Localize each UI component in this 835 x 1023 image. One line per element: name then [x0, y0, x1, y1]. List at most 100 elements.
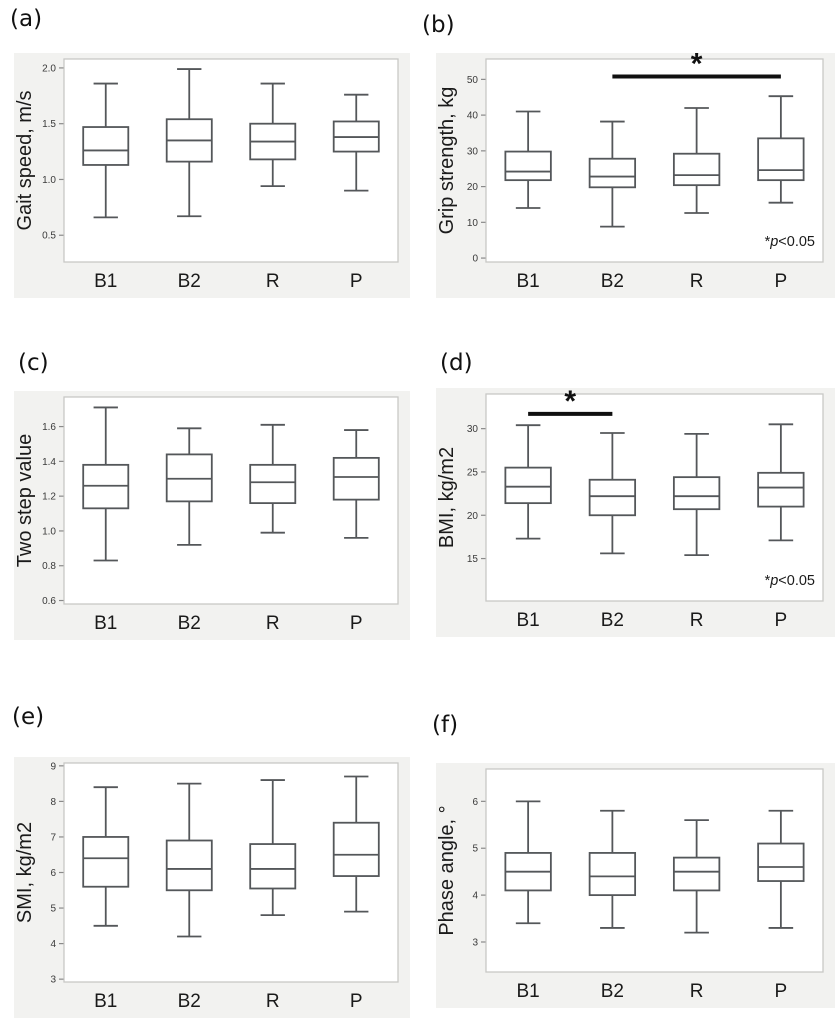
boxplot-chart-grip-strength: Grip strength, kg 0 10 20 30 40 50 B1 B2 R P * *p<0.… [436, 53, 835, 298]
pvalue-annotation: *p<0.05 [765, 234, 815, 250]
category-label: P [775, 271, 788, 292]
panel-letter-f: (f) [432, 712, 459, 738]
y-tick-label: 50 [467, 75, 479, 86]
category-label: P [350, 271, 363, 292]
category-label: R [690, 981, 704, 1002]
y-tick-label: 9 [50, 761, 56, 772]
iqr-box [672, 856, 721, 892]
iqr-box [249, 843, 297, 890]
category-label: B2 [178, 271, 201, 292]
y-axis-title: SMI, kg/m2 [14, 822, 36, 923]
iqr-box [672, 476, 721, 511]
y-axis-title: Grip strength, kg [436, 87, 458, 235]
significance-asterisk: * [564, 388, 576, 418]
panel-f: Phase angle, ° 3 4 5 6 B1 B2 R P [436, 763, 835, 1008]
y-tick-label: 40 [467, 111, 479, 122]
y-tick-label: 1.0 [42, 175, 56, 186]
y-axis-title: Gait speed, m/s [14, 90, 36, 230]
category-label: P [350, 613, 363, 634]
y-tick-label: 1.4 [42, 457, 56, 468]
panel-c: Two step value 0.6 0.8 1.0 1.2 1.4 1.6 B1 B2 R P [14, 391, 410, 640]
boxplot-chart-smi: SMI, kg/m2 3 4 5 6 7 8 9 B1 B2 R P [14, 757, 410, 1018]
panel-a: Gait speed, m/s 0.5 1.0 1.5 2.0 B1 B2 R P [14, 53, 410, 298]
y-tick-label: 7 [50, 832, 56, 843]
category-label: B2 [178, 991, 201, 1012]
y-tick-label: 4 [472, 891, 478, 902]
iqr-box [249, 463, 297, 505]
panel-e: SMI, kg/m2 3 4 5 6 7 8 9 B1 B2 R P [14, 757, 410, 1018]
y-tick-label: 5 [50, 904, 56, 915]
iqr-box [82, 126, 130, 166]
y-axis-title: Phase angle, ° [436, 805, 458, 935]
panel-letter-e: (e) [12, 704, 45, 730]
y-tick-label: 3 [472, 937, 478, 948]
category-label: B2 [601, 981, 624, 1002]
y-tick-label: 1.2 [42, 492, 56, 503]
y-tick-label: 20 [467, 511, 479, 522]
category-label: B1 [517, 271, 540, 292]
pvalue-annotation: *p<0.05 [765, 573, 815, 589]
boxplot-chart-bmi: BMI, kg/m2 15 20 25 30 B1 B2 R P * *p<0.05 [436, 388, 835, 637]
boxplot-chart-phase-angle: Phase angle, ° 3 4 5 6 B1 B2 R P [436, 763, 835, 1008]
y-tick-label: 8 [50, 797, 56, 808]
category-label: R [266, 271, 280, 292]
y-tick-label: 20 [467, 182, 479, 193]
y-tick-label: 15 [467, 554, 479, 565]
iqr-box [672, 152, 721, 187]
iqr-box [332, 456, 380, 501]
category-label: B1 [94, 991, 117, 1012]
boxplot-chart-two-step-value: Two step value 0.6 0.8 1.0 1.2 1.4 1.6 B1 B2 R P [14, 391, 410, 640]
iqr-box [332, 821, 380, 877]
y-axis-title: Two step value [14, 434, 36, 567]
y-tick-label: 0.6 [42, 596, 56, 607]
y-tick-label: 1.5 [42, 119, 56, 130]
y-axis-title: BMI, kg/m2 [436, 447, 458, 548]
panel-letter-c: (c) [18, 350, 49, 376]
y-tick-label: 5 [472, 844, 478, 855]
y-tick-label: 6 [472, 797, 478, 808]
category-label: P [775, 981, 788, 1002]
category-label: B2 [601, 271, 624, 292]
panel-b: Grip strength, kg 0 10 20 30 40 50 B1 B2 R P * *p<0.… [436, 53, 835, 298]
panel-letter-b: (b) [422, 12, 455, 38]
y-tick-label: 4 [50, 939, 56, 950]
y-tick-label: 3 [50, 975, 56, 986]
y-tick-label: 0.5 [42, 231, 56, 242]
y-tick-label: 30 [467, 146, 479, 157]
panel-d: BMI, kg/m2 15 20 25 30 B1 B2 R P * *p<0.05 [436, 388, 835, 637]
category-label: R [266, 613, 280, 634]
y-tick-label: 2.0 [42, 63, 56, 74]
significance-asterisk: * [691, 53, 703, 81]
boxplot-chart-gait-speed: Gait speed, m/s 0.5 1.0 1.5 2.0 B1 B2 R P [14, 53, 410, 298]
y-tick-label: 25 [467, 467, 479, 478]
y-tick-label: 6 [50, 868, 56, 879]
iqr-box [165, 839, 213, 892]
category-label: B1 [517, 610, 540, 631]
y-tick-label: 0 [472, 254, 478, 265]
iqr-box [504, 466, 552, 505]
iqr-box [588, 157, 637, 189]
iqr-box [757, 471, 805, 508]
panel-letter-d: (d) [440, 350, 473, 376]
iqr-box [82, 836, 130, 888]
y-tick-label: 30 [467, 424, 479, 435]
category-label: P [350, 991, 363, 1012]
y-tick-label: 0.8 [42, 561, 56, 572]
category-label: B1 [94, 271, 117, 292]
iqr-box [504, 150, 552, 182]
category-label: B1 [94, 613, 117, 634]
y-tick-label: 10 [467, 218, 479, 229]
iqr-box [588, 852, 637, 897]
iqr-box [588, 478, 637, 517]
category-label: R [266, 991, 280, 1012]
category-label: B2 [601, 610, 624, 631]
category-label: R [690, 271, 704, 292]
category-label: B2 [178, 613, 201, 634]
category-label: B1 [517, 981, 540, 1002]
category-label: P [775, 610, 788, 631]
panel-letter-a: (a) [10, 6, 43, 32]
category-label: R [690, 610, 704, 631]
y-tick-label: 1.0 [42, 526, 56, 537]
iqr-box [757, 842, 805, 882]
